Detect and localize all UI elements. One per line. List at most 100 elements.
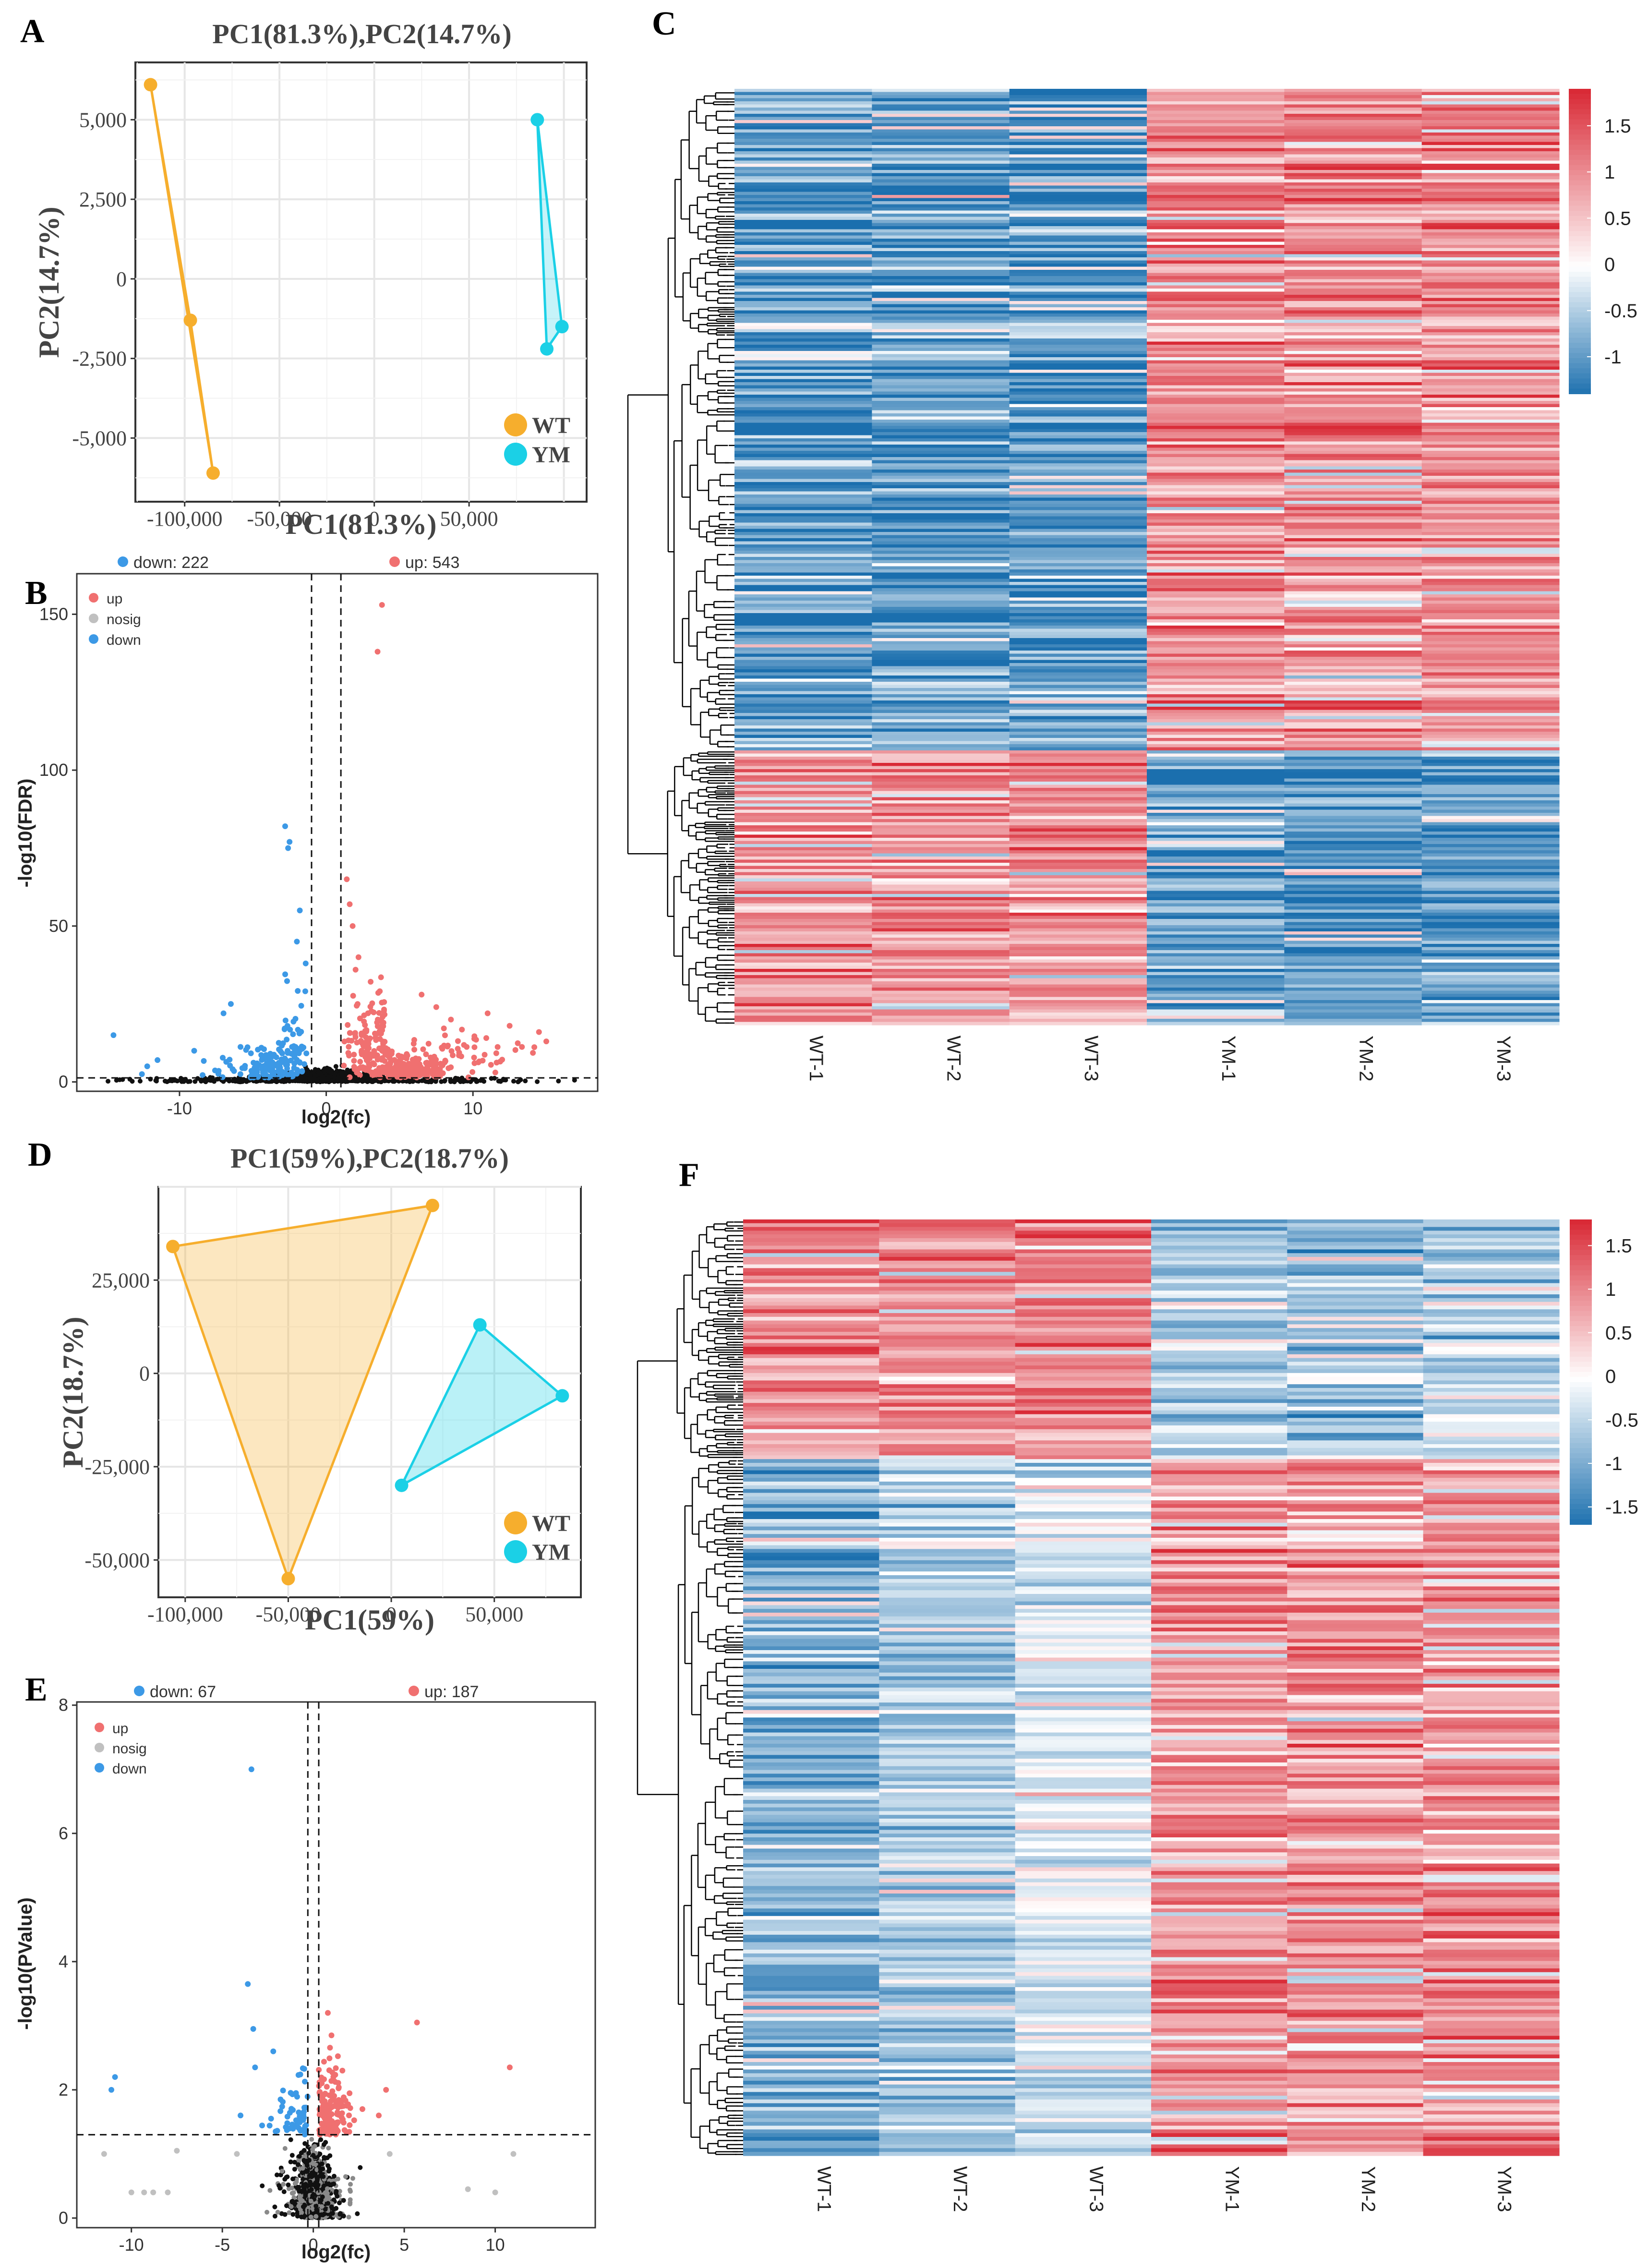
heatmap-cell: [1147, 226, 1285, 230]
point-up: [441, 1042, 447, 1049]
heatmap-cell: [1147, 198, 1285, 202]
heatmap-cell: [1009, 482, 1147, 486]
heatmap-cell: [734, 601, 872, 604]
heatmap-cell: [1009, 220, 1147, 224]
point-nosig: [154, 1078, 159, 1084]
heatmap-cell: [1421, 363, 1560, 367]
heatmap-cell: [734, 582, 872, 586]
heatmap-cell: [1421, 416, 1560, 420]
heatmap-cell: [734, 678, 872, 682]
heatmap-cell: [734, 245, 872, 249]
heatmap-cell: [1284, 834, 1422, 838]
heatmap-cell: [1009, 164, 1147, 168]
color-scale-segment: [1569, 256, 1591, 262]
heatmap-cell: [1284, 632, 1422, 636]
heatmap-cell: [1284, 1013, 1422, 1016]
heatmap-cell: [734, 728, 872, 732]
heatmap-cell: [1421, 601, 1560, 604]
heatmap-cell: [872, 738, 1010, 742]
heatmap-cell: [1421, 495, 1560, 498]
heatmap-cell: [872, 354, 1010, 358]
heatmap-cell: [872, 841, 1010, 844]
heatmap-cell: [1421, 241, 1560, 245]
heatmap-cell: [872, 763, 1010, 767]
heatmap-cell: [1147, 117, 1285, 121]
heatmap-cell: [1009, 370, 1147, 374]
heatmap-cell: [734, 878, 872, 882]
heatmap-cell: [872, 235, 1010, 239]
heatmap-cell: [1421, 825, 1560, 829]
heatmap-cell: [734, 641, 872, 645]
heatmap-cell: [872, 676, 1010, 679]
heatmap-cell: [1421, 507, 1560, 511]
heatmap-cell: [1284, 420, 1422, 423]
heatmap-cell: [1147, 875, 1285, 879]
panel-a-ytick: 0: [116, 267, 127, 291]
heatmap-cell: [734, 569, 872, 573]
heatmap-cell: [1421, 963, 1560, 966]
heatmap-cell: [1284, 931, 1422, 935]
point-nosig: [572, 1077, 577, 1083]
heatmap-cell: [734, 463, 872, 467]
heatmap-cell: [1009, 376, 1147, 380]
point-up: [380, 1040, 386, 1047]
heatmap-cell: [872, 916, 1010, 919]
heatmap-cell: [734, 850, 872, 854]
heatmap-cell: [734, 688, 872, 692]
heatmap-cell: [872, 838, 1010, 842]
heatmap-cell: [734, 682, 872, 686]
heatmap-cell: [1009, 173, 1147, 177]
heatmap-cell: [1284, 738, 1422, 742]
heatmap-cell: [872, 554, 1010, 557]
heatmap-cell: [1147, 906, 1285, 910]
heatmap-cell: [1009, 894, 1147, 898]
heatmap-cell: [1421, 422, 1560, 426]
heatmap-cell: [1284, 270, 1422, 274]
heatmap-cell: [872, 834, 1010, 838]
heatmap-cell: [1147, 488, 1285, 492]
heatmap-cell: [1284, 108, 1422, 111]
heatmap-cell: [1421, 800, 1560, 804]
heatmap-cell: [872, 470, 1010, 473]
heatmap-cell: [872, 541, 1010, 545]
heatmap-cell: [1147, 725, 1285, 729]
heatmap-cell: [1284, 750, 1422, 754]
heatmap-cell: [1421, 541, 1560, 545]
heatmap-cell: [734, 816, 872, 820]
heatmap-cell: [1009, 772, 1147, 776]
heatmap-cell: [872, 248, 1010, 252]
heatmap-cell: [872, 728, 1010, 732]
panel-c-col-label: YM-1: [1218, 1036, 1239, 1082]
heatmap-cell: [1284, 566, 1422, 570]
color-scale-segment: [1569, 338, 1591, 344]
heatmap-cell: [1147, 507, 1285, 511]
heatmap-cell: [1009, 351, 1147, 355]
heatmap-cell: [1284, 329, 1422, 333]
heatmap-cell: [872, 210, 1010, 214]
heatmap-cell: [1147, 373, 1285, 376]
heatmap-cell: [1284, 363, 1422, 367]
heatmap-cell: [734, 653, 872, 657]
heatmap-cell: [1009, 750, 1147, 754]
heatmap-cell: [872, 807, 1010, 810]
heatmap-cell: [1009, 678, 1147, 682]
point-up: [376, 1010, 382, 1016]
heatmap-cell: [1009, 460, 1147, 464]
point-up: [382, 1069, 388, 1075]
heatmap-cell: [1009, 703, 1147, 707]
heatmap-cell: [1421, 757, 1560, 760]
panel-b-yticks: 0 50 100 150: [39, 604, 68, 1091]
heatmap-cell: [1421, 710, 1560, 713]
heatmap-cell: [1147, 1006, 1285, 1010]
heatmap-cell: [734, 719, 872, 723]
heatmap-cell: [1147, 460, 1285, 464]
panel-a-letter: A: [20, 13, 45, 50]
heatmap-cell: [1009, 803, 1147, 807]
heatmap-cell: [1421, 563, 1560, 567]
heatmap-cell: [1009, 445, 1147, 448]
heatmap-cell: [872, 472, 1010, 476]
point-down: [285, 1050, 291, 1056]
heatmap-cell: [734, 869, 872, 873]
heatmap-cell: [1284, 316, 1422, 320]
heatmap-cell: [872, 853, 1010, 857]
